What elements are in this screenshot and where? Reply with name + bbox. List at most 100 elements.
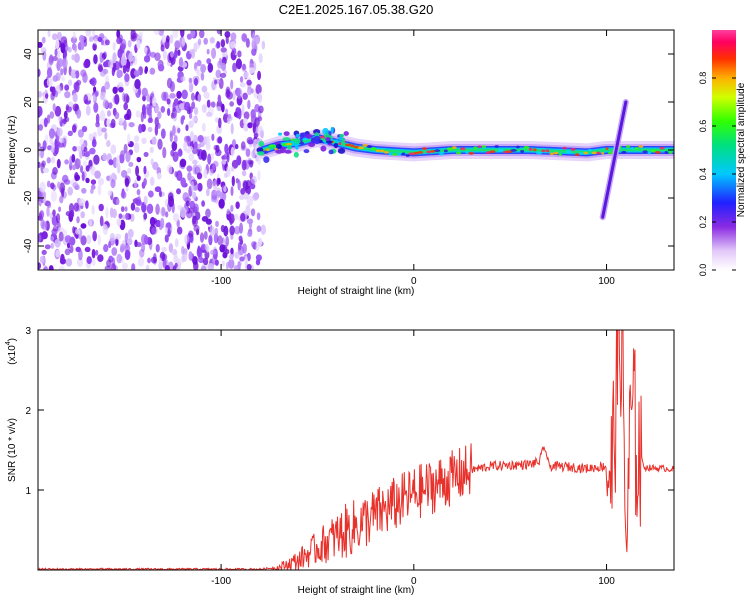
noise-point — [122, 214, 126, 220]
carrier-speckle — [401, 152, 406, 156]
noise-point — [69, 209, 75, 219]
noise-point — [124, 73, 130, 83]
noise-point — [205, 143, 211, 151]
noise-point — [255, 254, 262, 262]
noise-point — [219, 72, 227, 78]
y-tick-label: 3 — [25, 326, 31, 337]
noise-point — [112, 52, 117, 64]
noise-point — [193, 224, 200, 232]
noise-point — [181, 37, 186, 47]
noise-point — [218, 77, 224, 90]
noise-point — [116, 30, 121, 39]
noise-point — [180, 177, 186, 187]
noise-point — [146, 93, 150, 102]
noise-point — [50, 156, 56, 164]
y-tick-label: -20 — [23, 190, 34, 205]
noise-point — [169, 34, 174, 44]
signal-blob — [341, 137, 345, 145]
noise-point — [83, 60, 90, 69]
noise-point — [253, 132, 259, 139]
noise-point — [193, 107, 199, 116]
noise-point — [143, 165, 147, 175]
noise-point — [115, 233, 122, 240]
noise-point — [75, 184, 80, 191]
noise-point — [80, 235, 87, 246]
noise-point — [131, 263, 136, 270]
noise-point — [59, 137, 65, 144]
colorbar-tick-label: 0.8 — [698, 72, 708, 85]
noise-point — [172, 212, 180, 222]
noise-point — [260, 224, 267, 235]
noise-point — [112, 174, 118, 182]
noise-point — [216, 41, 221, 49]
noise-point — [203, 37, 209, 45]
noise-point — [120, 206, 125, 212]
x-tick-label: -100 — [211, 576, 231, 587]
noise-point — [174, 171, 178, 178]
noise-point — [118, 86, 124, 93]
noise-point — [242, 243, 248, 254]
carrier-speckle — [397, 152, 401, 156]
noise-point — [236, 87, 243, 99]
noise-point — [166, 98, 171, 105]
noise-point — [102, 99, 109, 109]
signal-blob — [275, 149, 283, 154]
noise-point — [168, 163, 173, 175]
noise-point — [77, 129, 84, 138]
snr-xlabel: Height of straight line (km) — [298, 585, 415, 596]
noise-point — [229, 101, 235, 107]
carrier-speckle — [379, 149, 385, 153]
noise-point — [109, 232, 116, 242]
noise-point — [121, 262, 128, 270]
noise-point — [180, 76, 186, 82]
colorbar-tick-label: 0.6 — [698, 120, 708, 133]
noise-point — [154, 52, 161, 61]
noise-point — [54, 144, 59, 155]
noise-point — [42, 50, 47, 61]
noise-point — [103, 61, 108, 68]
noise-point — [174, 238, 179, 248]
noise-point — [225, 248, 230, 255]
noise-point — [91, 248, 96, 259]
noise-point — [257, 116, 263, 122]
noise-point — [134, 206, 140, 213]
noise-point — [203, 230, 208, 240]
noise-point — [164, 234, 169, 243]
noise-point — [64, 235, 72, 244]
noise-point — [236, 155, 242, 166]
signal-blob — [278, 132, 283, 136]
noise-point — [50, 182, 55, 190]
spectrogram-xlabel: Height of straight line (km) — [298, 286, 415, 297]
noise-point — [97, 177, 105, 186]
noise-point — [106, 118, 111, 128]
noise-point — [38, 161, 41, 168]
noise-point — [200, 72, 205, 81]
noise-point — [135, 242, 142, 248]
noise-point — [239, 82, 246, 88]
noise-point — [76, 108, 82, 119]
noise-point — [120, 243, 126, 251]
noise-point — [128, 52, 133, 63]
noise-point — [247, 159, 254, 165]
noise-point — [220, 47, 227, 53]
noise-point — [209, 37, 215, 44]
noise-point — [241, 33, 248, 42]
noise-point — [100, 91, 105, 101]
colorbar-tick-label: 0.2 — [698, 216, 708, 229]
noise-point — [51, 33, 58, 41]
noise-point — [85, 105, 91, 116]
noise-point — [98, 203, 104, 212]
noise-point — [110, 144, 117, 155]
noise-point — [65, 104, 70, 111]
noise-point — [146, 49, 151, 58]
noise-point — [39, 181, 46, 193]
noise-point — [255, 242, 260, 252]
noise-point — [157, 138, 163, 150]
carrier-speckle — [601, 151, 605, 155]
noise-point — [209, 225, 215, 237]
noise-point — [240, 188, 246, 195]
noise-point — [169, 93, 176, 99]
noise-point — [49, 111, 55, 119]
noise-point — [215, 69, 222, 79]
carrier-speckle — [446, 147, 454, 151]
